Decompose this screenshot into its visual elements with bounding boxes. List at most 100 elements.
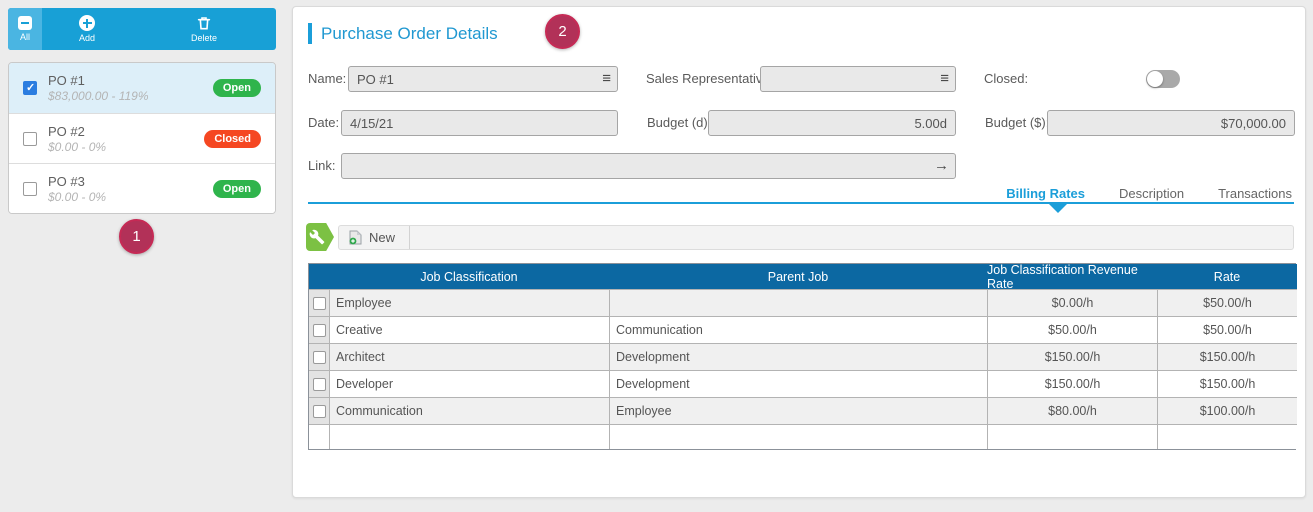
- name-input[interactable]: [348, 66, 618, 92]
- new-row-cell[interactable]: [609, 424, 987, 449]
- po-name: PO #2: [48, 123, 85, 139]
- budget-dollars-input[interactable]: [1047, 110, 1295, 136]
- po-list: PO #1 $83,000.00 - 119% Open PO #2 $0.00…: [8, 62, 276, 214]
- po-amount: $0.00 - 0%: [48, 139, 107, 154]
- new-row-cell[interactable]: [1157, 424, 1297, 449]
- header-rate: Rate: [1157, 264, 1297, 289]
- po-amount: $83,000.00 - 119%: [48, 89, 149, 103]
- new-row-cell[interactable]: [309, 424, 329, 449]
- header-job-classification: Job Classification: [329, 264, 609, 289]
- po-checkbox[interactable]: [23, 81, 37, 95]
- sales-representative-label: Sales Representative:: [646, 71, 774, 86]
- row-checkbox-cell[interactable]: [309, 370, 329, 397]
- tab-billing-rates[interactable]: Billing Rates: [1006, 186, 1086, 201]
- row-checkbox[interactable]: [312, 377, 326, 391]
- closed-label: Closed:: [984, 71, 1029, 86]
- header-revenue-rate: Job Classification Revenue Rate: [987, 263, 1157, 291]
- select-all-label: All: [19, 32, 30, 42]
- delete-po-button[interactable]: Delete: [132, 8, 276, 50]
- row-checkbox[interactable]: [312, 296, 326, 310]
- cell-parent-job[interactable]: Employee: [609, 397, 987, 424]
- annotation-badge-1: 1: [119, 219, 154, 254]
- new-file-icon: [349, 230, 362, 245]
- status-badge: Closed: [204, 129, 261, 148]
- cell-job-classification[interactable]: Communication: [329, 397, 609, 424]
- add-plus-icon: [79, 15, 95, 31]
- row-checkbox[interactable]: [312, 323, 326, 337]
- cell-revenue-rate[interactable]: $150.00/h: [987, 370, 1157, 397]
- select-all-indeterminate-checkbox-icon: [18, 16, 32, 30]
- cell-rate[interactable]: $50.00/h: [1157, 289, 1297, 316]
- po-name: PO #3: [48, 173, 85, 189]
- header-parent-job: Parent Job: [609, 264, 987, 289]
- select-all-button[interactable]: All: [8, 8, 42, 50]
- cell-revenue-rate[interactable]: $80.00/h: [987, 397, 1157, 424]
- cell-parent-job[interactable]: Development: [609, 370, 987, 397]
- billing-rates-table: Job Classification Parent Job Job Classi…: [308, 263, 1297, 450]
- cell-job-classification[interactable]: Creative: [329, 316, 609, 343]
- status-badge: Open: [212, 79, 261, 97]
- po-checkbox[interactable]: [23, 131, 37, 146]
- tab-description[interactable]: Description: [1119, 186, 1185, 201]
- toggle-knob: [1147, 71, 1163, 87]
- cell-parent-job[interactable]: Development: [609, 343, 987, 370]
- po-list-item[interactable]: PO #3 $0.00 - 0% Open: [9, 163, 275, 213]
- panel-title: Purchase Order Details: [308, 23, 498, 44]
- link-label: Link:: [308, 158, 336, 173]
- cell-job-classification[interactable]: Architect: [329, 343, 609, 370]
- sales-representative-input[interactable]: [760, 66, 956, 92]
- po-list-toolbar: All Add Delete: [8, 8, 276, 50]
- tab-underline: [308, 202, 1294, 204]
- cell-rate[interactable]: $50.00/h: [1157, 316, 1297, 343]
- cell-revenue-rate[interactable]: $0.00/h: [987, 289, 1157, 316]
- active-tab-caret-icon: [1049, 204, 1067, 213]
- row-checkbox-cell[interactable]: [309, 397, 329, 424]
- new-button-label: New: [369, 230, 396, 245]
- add-label: Add: [78, 33, 95, 43]
- cell-rate[interactable]: $100.00/h: [1157, 397, 1297, 424]
- budget-days-input[interactable]: [708, 110, 956, 136]
- date-label: Date:: [308, 115, 340, 130]
- status-badge: Open: [212, 179, 261, 198]
- add-po-button[interactable]: Add: [42, 8, 132, 50]
- new-row-cell[interactable]: [987, 424, 1157, 449]
- new-rate-button[interactable]: New: [339, 226, 411, 249]
- cell-rate[interactable]: $150.00/h: [1157, 343, 1297, 370]
- po-list-item[interactable]: PO #1 $83,000.00 - 119% Open: [9, 63, 275, 113]
- tab-transactions[interactable]: Transactions: [1218, 186, 1292, 201]
- title-accent-bar: [308, 23, 312, 44]
- cell-revenue-rate[interactable]: $150.00/h: [987, 343, 1157, 370]
- po-list-item[interactable]: PO #2 $0.00 - 0% Closed: [9, 113, 275, 163]
- cell-revenue-rate[interactable]: $50.00/h: [987, 316, 1157, 343]
- detail-tabs: Billing Rates Description Transactions: [1006, 186, 1292, 201]
- cell-job-classification[interactable]: Developer: [329, 370, 609, 397]
- row-checkbox-cell[interactable]: [309, 343, 329, 370]
- purchase-order-details-panel: Purchase Order Details Name: ≡ Sales Rep…: [292, 6, 1306, 498]
- budget-days-label: Budget (d):: [647, 115, 712, 130]
- row-checkbox[interactable]: [312, 404, 326, 418]
- page-title: Purchase Order Details: [321, 23, 498, 43]
- name-label: Name:: [308, 71, 347, 86]
- tools-wrench-icon: [306, 223, 334, 251]
- cell-parent-job[interactable]: Communication: [609, 316, 987, 343]
- new-row-cell[interactable]: [329, 424, 609, 449]
- trash-icon: [196, 15, 212, 31]
- annotation-badge-2: 2: [545, 14, 580, 49]
- billing-rates-toolbar: New: [338, 225, 1294, 250]
- po-name: PO #1: [48, 73, 85, 88]
- closed-toggle[interactable]: [1146, 70, 1180, 88]
- row-checkbox[interactable]: [312, 350, 326, 364]
- header-select-column: [309, 264, 329, 289]
- delete-label: Delete: [190, 33, 217, 43]
- budget-dollars-label: Budget ($):: [985, 115, 1050, 130]
- row-checkbox-cell[interactable]: [309, 289, 329, 316]
- po-amount: $0.00 - 0%: [48, 189, 107, 204]
- po-checkbox[interactable]: [23, 181, 37, 196]
- cell-parent-job[interactable]: [609, 289, 987, 316]
- date-input[interactable]: [341, 110, 618, 136]
- row-checkbox-cell[interactable]: [309, 316, 329, 343]
- cell-rate[interactable]: $150.00/h: [1157, 370, 1297, 397]
- link-input[interactable]: [341, 153, 956, 179]
- cell-job-classification[interactable]: Employee: [329, 289, 609, 316]
